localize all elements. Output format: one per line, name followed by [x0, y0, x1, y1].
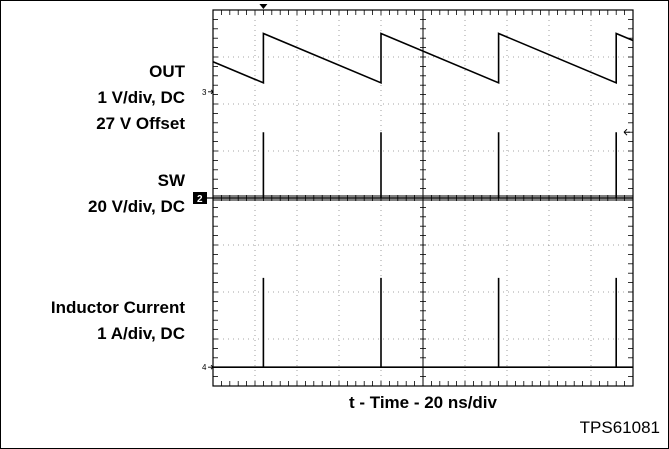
channel-label-inductor: Inductor Current 1 A/div, DC: [51, 295, 185, 347]
trace-2-spikes: [213, 277, 633, 368]
channel-marker-arrow: [208, 89, 214, 95]
figure-id: TPS61081: [579, 418, 660, 437]
trace-1-spikes: [213, 132, 633, 199]
channel-inductor-name: Inductor Current: [50, 298, 185, 317]
channel-label-out: OUT 1 V/div, DC 27 V Offset: [96, 59, 185, 137]
channel-label-sw: SW 20 V/div, DC: [88, 168, 185, 220]
channel-marker-number: 2: [197, 194, 203, 205]
channel-marker-box: [193, 192, 207, 204]
trace-0-out: [212, 32, 634, 85]
channel-sw-name: SW: [157, 171, 185, 190]
channel-inductor-scale: 1 A/div, DC: [97, 324, 185, 343]
channel-sw-scale: 20 V/div, DC: [88, 197, 185, 216]
channel-marker-number: 3: [202, 88, 207, 97]
trigger-position-marker: [259, 4, 268, 9]
channel-out-name: OUT: [149, 62, 185, 81]
channel-marker-arrow: [208, 364, 214, 370]
trigger-level-marker: [623, 128, 630, 136]
x-axis-label: t - Time - 20 ns/div: [348, 393, 497, 412]
channel-out-offset: 27 V Offset: [96, 114, 185, 133]
channel-out-scale: 1 V/div, DC: [97, 88, 185, 107]
channel-marker-number: 4: [202, 363, 207, 372]
